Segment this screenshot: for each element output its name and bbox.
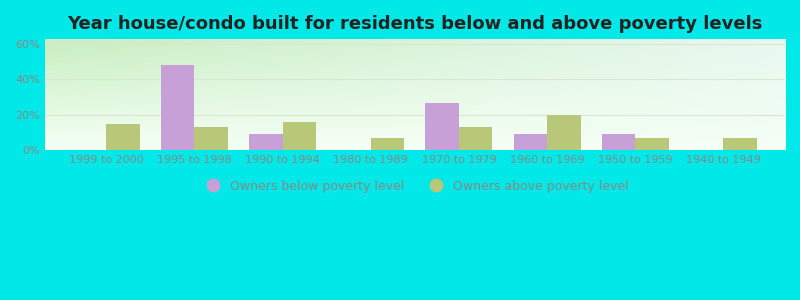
Bar: [282, 122, 316, 150]
Bar: [514, 134, 547, 150]
Bar: [459, 127, 492, 150]
Bar: [547, 115, 581, 150]
Title: Year house/condo built for residents below and above poverty levels: Year house/condo built for residents bel…: [67, 15, 762, 33]
Bar: [161, 65, 194, 150]
Bar: [602, 134, 635, 150]
Bar: [249, 134, 282, 150]
Legend: Owners below poverty level, Owners above poverty level: Owners below poverty level, Owners above…: [195, 175, 634, 198]
Bar: [635, 138, 669, 150]
Bar: [426, 103, 459, 150]
Bar: [194, 127, 228, 150]
Bar: [106, 124, 140, 150]
Bar: [370, 138, 404, 150]
Bar: [723, 138, 757, 150]
